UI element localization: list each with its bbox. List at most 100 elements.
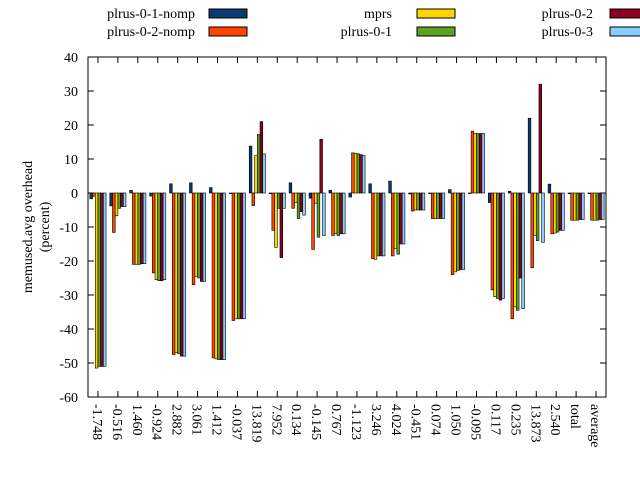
bar-plrus-0-1-12 xyxy=(336,192,341,236)
bar-mprs-21 xyxy=(513,192,517,308)
bar-plrus-0-2-2 xyxy=(140,192,144,265)
bar-mprs-2 xyxy=(134,192,139,265)
bar-plrus-0-2-1 xyxy=(120,192,124,207)
bar-plrus-0-2-nomp-22 xyxy=(530,192,534,269)
legend-swatch-plrus-0-2 xyxy=(609,8,640,19)
x-tick-label: average xyxy=(587,404,602,448)
bar-plrus-0-2-nomp-0 xyxy=(92,192,96,197)
bar-plrus-0-1-1 xyxy=(117,192,121,209)
bar-plrus-0-3-4 xyxy=(182,192,187,357)
bar-plrus-0-1-17 xyxy=(436,192,440,219)
bar-plrus-0-1-nomp-14 xyxy=(368,183,372,194)
bar-plrus-0-1-nomp-18 xyxy=(448,189,452,194)
bar-plrus-0-3-12 xyxy=(342,192,346,235)
legend-label-plrus-0-2: plrus-0-2 xyxy=(542,7,593,22)
x-tick-label: -1.748 xyxy=(89,404,104,440)
bar-plrus-0-3-21 xyxy=(521,192,525,309)
bar-plrus-0-2-nomp-20 xyxy=(490,192,495,291)
bar-plrus-0-2-13 xyxy=(359,154,363,194)
x-tick-label: 13.873 xyxy=(527,404,542,443)
x-tick-label: 1.460 xyxy=(129,404,144,436)
bar-mprs-7 xyxy=(234,192,238,320)
bar-plrus-0-2-15 xyxy=(399,192,403,245)
x-tick-label: 0.235 xyxy=(507,404,522,436)
y-axis-label-line: (percent) xyxy=(38,201,53,252)
bar-plrus-0-2-12 xyxy=(339,192,343,235)
legend-swatch-plrus-0-1-nomp xyxy=(208,8,248,19)
y-tick-label: 30 xyxy=(64,85,78,100)
y-tick-label: 40 xyxy=(64,51,78,66)
x-tick-label: 2.882 xyxy=(169,404,184,436)
bar-plrus-0-1-8 xyxy=(257,134,261,194)
bar-plrus-0-2-14 xyxy=(379,192,383,257)
bar-mprs-23 xyxy=(553,192,557,234)
bar-plrus-0-1-23 xyxy=(555,192,560,233)
bar-plrus-0-2-nomp-12 xyxy=(331,192,335,236)
y-tick-label: -20 xyxy=(59,255,78,270)
bar-plrus-0-2-nomp-9 xyxy=(271,192,275,231)
bar-plrus-0-3-25 xyxy=(601,192,605,220)
x-tick-label: 1.412 xyxy=(209,404,224,436)
bar-mprs-10 xyxy=(294,192,298,203)
bar-plrus-0-1-nomp-3 xyxy=(149,192,153,197)
bar-plrus-0-1-20 xyxy=(496,192,500,299)
bar-plrus-0-2-nomp-23 xyxy=(550,192,554,235)
bar-plrus-0-1-nomp-6 xyxy=(209,187,213,194)
bar-plrus-0-3-19 xyxy=(481,133,485,194)
bar-plrus-0-3-24 xyxy=(581,192,585,220)
bar-plrus-0-2-nomp-25 xyxy=(590,192,594,221)
bar-mprs-24 xyxy=(573,192,577,221)
x-tick-label: 3.061 xyxy=(189,404,204,436)
bar-plrus-0-2-11 xyxy=(319,138,323,194)
bar-plrus-0-1-nomp-17 xyxy=(428,192,432,194)
bar-plrus-0-1-nomp-16 xyxy=(408,192,412,195)
bar-plrus-0-1-21 xyxy=(516,192,520,311)
bar-plrus-0-1-24 xyxy=(575,192,580,221)
bar-plrus-0-1-15 xyxy=(396,192,400,255)
bar-mprs-18 xyxy=(453,192,457,273)
bar-plrus-0-2-nomp-16 xyxy=(411,192,415,212)
bar-mprs-11 xyxy=(314,192,318,204)
y-tick-label: -10 xyxy=(59,221,78,236)
bar-plrus-0-2-25 xyxy=(598,192,602,220)
bar-plrus-0-1-nomp-12 xyxy=(328,189,332,194)
bar-plrus-0-2-0 xyxy=(100,192,104,367)
bar-plrus-0-1-0 xyxy=(97,192,101,367)
y-axis-label-line: memused.avg overhead xyxy=(21,161,36,293)
bar-plrus-0-2-nomp-17 xyxy=(430,192,435,219)
x-tick-label: 7.952 xyxy=(268,404,283,436)
bar-mprs-16 xyxy=(413,192,418,211)
bar-plrus-0-1-nomp-4 xyxy=(169,183,173,194)
bar-plrus-0-3-20 xyxy=(501,192,505,299)
bar-plrus-0-2-nomp-4 xyxy=(171,192,176,355)
bar-plrus-0-3-10 xyxy=(302,192,306,216)
bar-plrus-0-3-9 xyxy=(282,192,286,209)
bar-plrus-0-1-4 xyxy=(177,192,181,355)
bar-plrus-0-1-nomp-10 xyxy=(288,182,293,194)
bar-plrus-0-3-23 xyxy=(561,192,565,231)
bar-plrus-0-2-24 xyxy=(578,192,582,220)
legend-swatch-mprs xyxy=(416,8,456,19)
bar-plrus-0-1-3 xyxy=(157,192,161,282)
bar-plrus-0-1-nomp-7 xyxy=(229,192,233,194)
bar-plrus-0-1-nomp-23 xyxy=(547,183,552,194)
x-tick-label: -0.516 xyxy=(109,404,124,440)
x-tick-label: -0.095 xyxy=(468,404,483,440)
bar-mprs-14 xyxy=(373,192,378,260)
bar-plrus-0-2-nomp-11 xyxy=(311,192,315,250)
x-tick-label: 0.074 xyxy=(428,404,443,436)
bar-plrus-0-1-5 xyxy=(197,192,201,279)
x-tick-label: -0.145 xyxy=(308,404,323,440)
legend-swatch-plrus-0-3 xyxy=(609,26,640,37)
bar-plrus-0-1-9 xyxy=(276,192,281,209)
bar-mprs-3 xyxy=(154,192,159,280)
x-tick-label: -0.451 xyxy=(408,404,423,440)
bar-plrus-0-2-nomp-21 xyxy=(510,192,514,320)
legend-swatch-plrus-0-1 xyxy=(416,26,456,37)
bar-plrus-0-1-nomp-5 xyxy=(189,182,193,194)
bar-plrus-0-1-13 xyxy=(356,153,360,194)
legend-label-plrus-0-3: plrus-0-3 xyxy=(542,25,593,40)
bar-plrus-0-2-10 xyxy=(299,192,303,213)
bar-plrus-0-3-8 xyxy=(262,153,266,194)
